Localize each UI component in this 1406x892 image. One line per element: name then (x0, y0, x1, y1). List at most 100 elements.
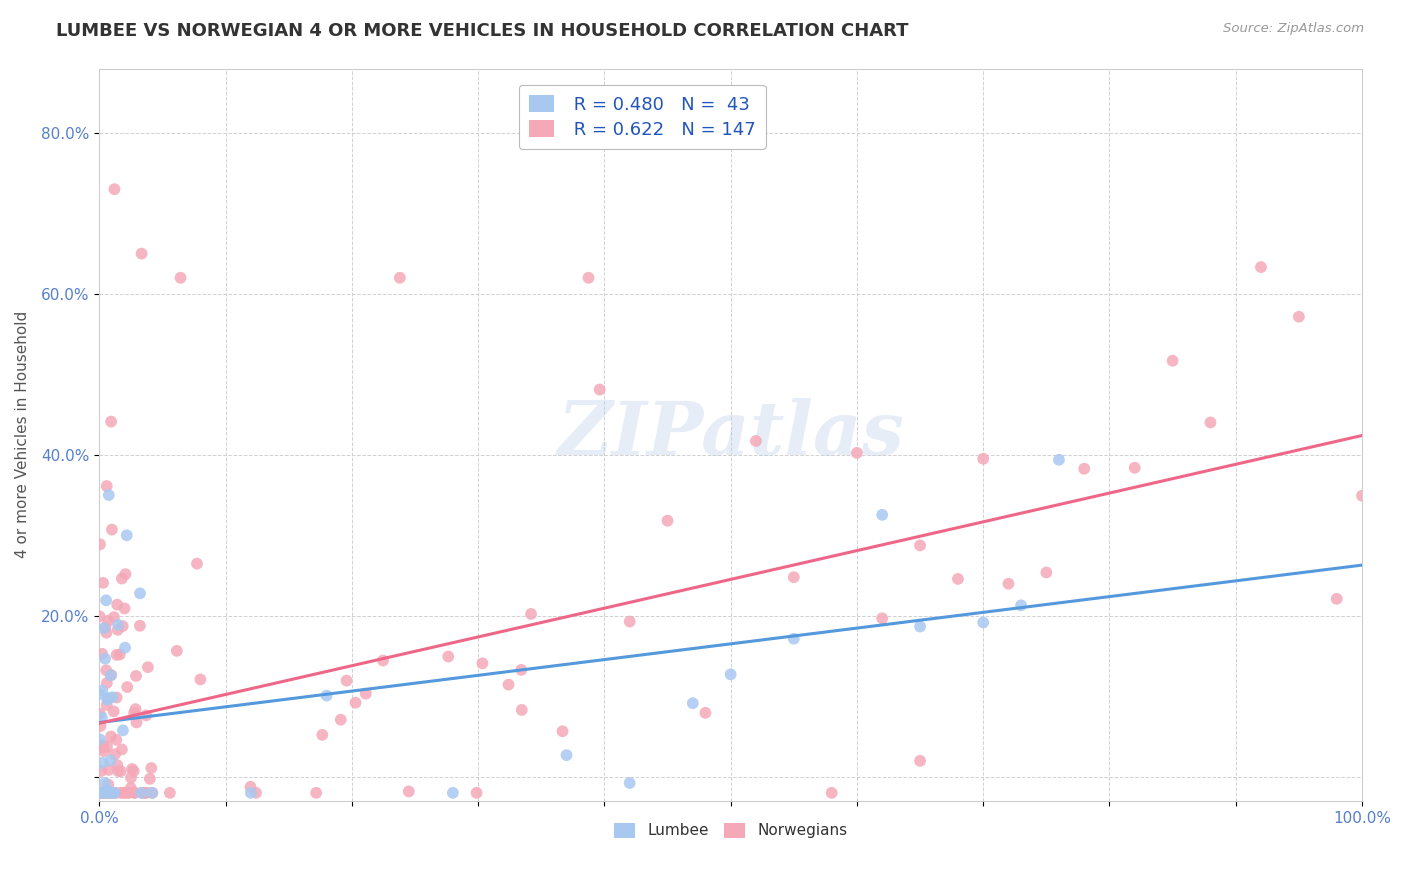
Point (1288, 310, 1310, 324)
Point (90, 764, 112, 778)
Point (100, 415, 122, 429)
Point (997, 576, 1019, 591)
Point (131, 246, 153, 260)
Point (93, 744, 115, 758)
Point (245, 786, 267, 800)
Point (100, 786, 122, 800)
Point (441, 786, 464, 800)
Point (103, 610, 125, 624)
Point (100, 730, 122, 744)
Point (110, 764, 132, 779)
Point (91, 786, 114, 800)
Point (97, 763, 120, 777)
Point (1326, 591, 1348, 606)
Point (96, 739, 118, 754)
Point (122, 764, 145, 778)
Point (105, 598, 128, 612)
Legend: Lumbee, Norwegians: Lumbee, Norwegians (607, 817, 853, 845)
Point (100, 668, 122, 682)
Point (105, 732, 128, 747)
Point (104, 786, 127, 800)
Point (93, 786, 115, 800)
Point (96, 698, 118, 712)
Point (398, 784, 420, 798)
Point (97, 783, 120, 797)
Point (94, 593, 117, 607)
Point (135, 786, 157, 800)
Point (972, 615, 994, 630)
Point (89, 786, 111, 800)
Point (105, 758, 128, 772)
Point (1351, 489, 1374, 503)
Point (101, 786, 124, 800)
Point (141, 761, 163, 775)
Point (315, 689, 337, 703)
Point (186, 557, 208, 571)
Point (100, 786, 122, 800)
Point (619, 615, 641, 629)
Point (305, 786, 328, 800)
Point (125, 715, 148, 730)
Point (129, 619, 152, 633)
Point (91, 738, 114, 752)
Point (90, 786, 112, 800)
Point (97, 786, 120, 800)
Point (131, 786, 153, 800)
Point (105, 648, 128, 662)
Point (520, 607, 543, 621)
Point (135, 708, 157, 723)
Point (471, 657, 494, 671)
Point (100, 668, 122, 682)
Point (89, 732, 111, 747)
Point (96, 625, 118, 640)
Point (239, 780, 262, 794)
Point (91, 786, 114, 800)
Point (89, 609, 111, 624)
Point (588, 383, 610, 397)
Point (96, 676, 118, 690)
Point (821, 786, 844, 800)
Point (619, 776, 641, 790)
Point (120, 780, 142, 795)
Point (94, 651, 117, 665)
Point (89, 706, 111, 721)
Point (783, 632, 806, 646)
Point (107, 764, 129, 778)
Point (115, 680, 138, 694)
Point (437, 649, 460, 664)
Point (946, 572, 969, 586)
Point (93, 786, 115, 800)
Point (239, 786, 262, 800)
Point (97, 691, 120, 706)
Point (465, 786, 488, 800)
Point (96, 479, 118, 493)
Point (94, 786, 117, 800)
Point (96, 786, 118, 800)
Point (121, 762, 143, 776)
Point (100, 786, 122, 800)
Point (112, 786, 135, 800)
Point (101, 690, 124, 705)
Point (122, 706, 145, 720)
Point (91, 786, 114, 800)
Point (96, 692, 118, 706)
Point (1123, 460, 1146, 475)
Point (100, 786, 122, 800)
Point (93, 786, 115, 800)
Point (1047, 452, 1070, 467)
Text: Source: ZipAtlas.com: Source: ZipAtlas.com (1223, 22, 1364, 36)
Point (908, 619, 931, 633)
Point (682, 696, 704, 710)
Point (1161, 353, 1184, 368)
Y-axis label: 4 or more Vehicles in Household: 4 or more Vehicles in Household (15, 311, 30, 558)
Point (91, 756, 114, 770)
Point (100, 754, 122, 768)
Point (96, 786, 118, 800)
Point (111, 572, 134, 586)
Point (1073, 461, 1095, 475)
Point (89, 719, 111, 733)
Point (108, 648, 131, 662)
Point (870, 611, 893, 625)
Point (93, 786, 115, 800)
Point (311, 728, 333, 742)
